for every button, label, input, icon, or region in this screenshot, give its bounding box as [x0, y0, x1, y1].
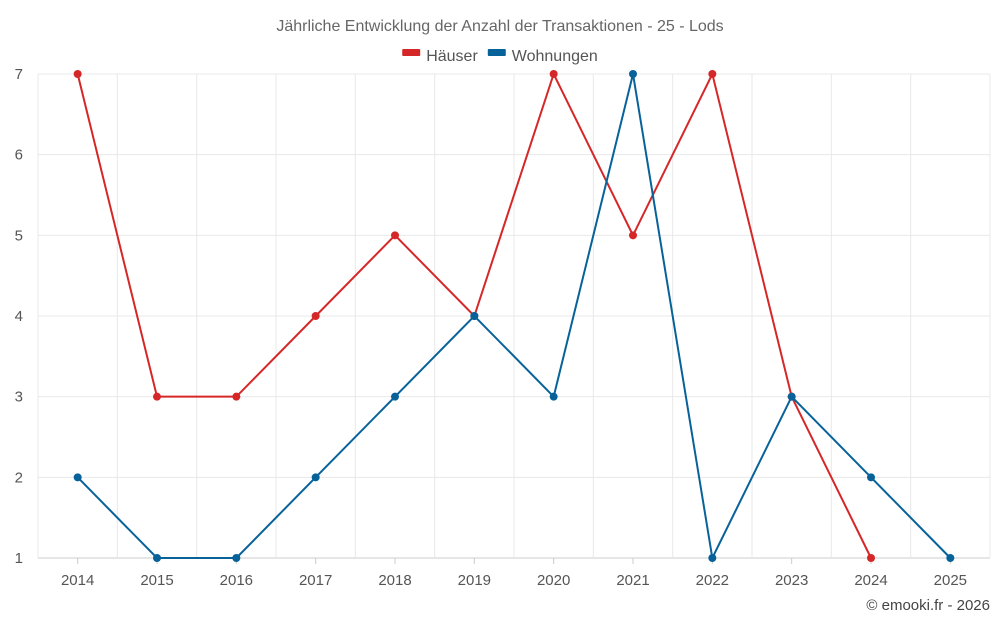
y-tick-label: 1: [15, 550, 23, 567]
y-tick-label: 6: [15, 147, 23, 164]
data-point-1[interactable]: [232, 554, 241, 562]
data-point-1[interactable]: [708, 554, 717, 562]
x-tick-label: 2025: [934, 572, 967, 589]
data-point-0[interactable]: [867, 554, 875, 562]
y-tick-label: 7: [15, 66, 23, 83]
data-point-1[interactable]: [629, 70, 637, 78]
chart-title: Jährliche Entwicklung der Anzahl der Tra…: [276, 18, 723, 35]
y-tick-label: 4: [15, 308, 23, 325]
legend-swatch: [487, 49, 506, 56]
x-tick-label: 2023: [775, 572, 808, 589]
grid: [37, 73, 991, 559]
x-tick-label: 2019: [458, 572, 491, 589]
data-point-1[interactable]: [867, 473, 875, 482]
data-point-1[interactable]: [946, 554, 955, 562]
legend-label[interactable]: Wohnungen: [512, 48, 598, 65]
x-tick-label: 2021: [616, 572, 649, 589]
series-layer: [73, 70, 955, 562]
data-point-0[interactable]: [311, 312, 320, 320]
data-point-1[interactable]: [311, 473, 320, 482]
data-point-1[interactable]: [787, 392, 796, 401]
data-point-1[interactable]: [549, 392, 558, 401]
x-tick-label: 2015: [140, 572, 173, 589]
data-point-0[interactable]: [629, 231, 637, 240]
x-tick-label: 2018: [378, 572, 411, 589]
x-tick-label: 2014: [61, 572, 94, 589]
credit-text: © emooki.fr - 2026: [866, 597, 990, 614]
data-point-1[interactable]: [391, 392, 399, 401]
x-tick-label: 2022: [696, 572, 729, 589]
x-tick-label: 2024: [854, 572, 887, 589]
series-line-1: [76, 73, 952, 562]
data-point-1[interactable]: [153, 554, 161, 562]
x-tick-label: 2016: [220, 572, 253, 589]
legend: Häuser Wohnungen: [402, 48, 598, 65]
y-tick-label: 2: [15, 469, 23, 486]
y-tick-label: 5: [15, 227, 23, 244]
data-point-0[interactable]: [232, 392, 241, 401]
y-tick-label: 3: [15, 389, 23, 406]
x-axis: 2014 2015 2016 2017 2018 2019 2020 2021 2022 2023…: [61, 558, 967, 589]
data-point-0[interactable]: [391, 231, 399, 240]
x-tick-label: 2017: [299, 572, 332, 589]
legend-swatch: [402, 49, 421, 56]
data-point-1[interactable]: [470, 312, 479, 320]
data-point-0[interactable]: [708, 70, 717, 78]
x-tick-label: 2020: [537, 572, 570, 589]
data-point-1[interactable]: [73, 473, 82, 482]
data-point-0[interactable]: [73, 70, 82, 78]
y-axis: 1 2 3 4 5 6 7: [15, 66, 23, 567]
legend-label[interactable]: Häuser: [426, 48, 478, 65]
data-point-0[interactable]: [549, 70, 558, 78]
data-point-0[interactable]: [153, 392, 161, 401]
